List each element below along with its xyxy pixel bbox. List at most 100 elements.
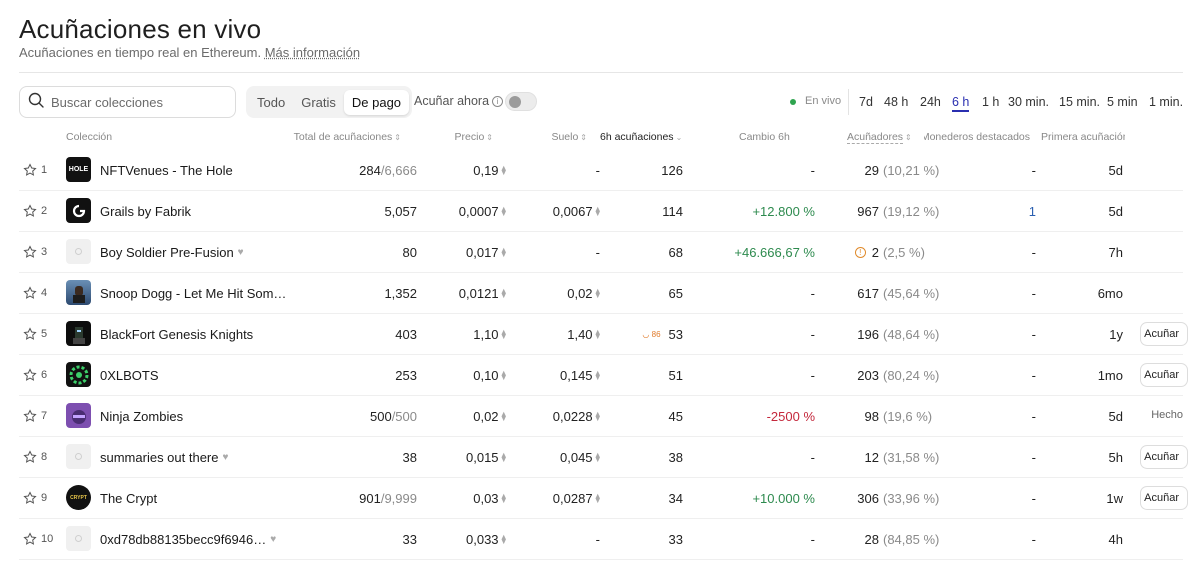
table-row[interactable]: 7 Ninja Zombies 500/500 0,02 ⧫ 0,0228 ⧫ 45…	[19, 396, 1183, 437]
more-info-link[interactable]: Más información	[264, 45, 361, 60]
minters-percent: (48,64 %)	[883, 326, 940, 342]
table-row[interactable]: 10 0xd78db88135becc9f6946… ♥ 33 0,033 ⧫ - …	[19, 519, 1183, 560]
change-6h: -	[810, 326, 815, 342]
collection-name[interactable]: Grails by Fabrik	[100, 191, 191, 231]
first-mint: 5d	[1108, 162, 1123, 178]
top-wallets[interactable]: 1	[1028, 203, 1036, 219]
mint-button[interactable]: Acuñar	[1140, 486, 1188, 510]
star-icon[interactable]	[23, 532, 37, 546]
mint-now-toggle[interactable]	[505, 92, 537, 111]
mint-now-filter[interactable]: Acuñar ahora i	[414, 94, 504, 108]
minters: 967	[857, 203, 879, 219]
warning-icon: !	[854, 246, 866, 258]
price: 0,10 ⧫	[473, 367, 506, 383]
first-mint: 5d	[1108, 203, 1123, 219]
search-box[interactable]	[19, 86, 236, 118]
table-row[interactable]: 5 BlackFort Genesis Knights 403 1,10 ⧫ 1,…	[19, 314, 1188, 355]
eth-icon: ⧫	[595, 410, 600, 421]
col-price[interactable]: Precio ⇕	[454, 131, 493, 143]
total-mints: 38	[402, 449, 417, 465]
mint-button[interactable]: Acuñar	[1140, 363, 1188, 387]
col-floor[interactable]: Suelo ⇕	[551, 131, 587, 143]
total-mints: 403	[395, 326, 417, 342]
collection-name-text: 0xd78db88135becc9f6946…	[100, 531, 267, 547]
time-filter-6h[interactable]: 6 h	[952, 95, 970, 112]
collection-name[interactable]: 0xd78db88135becc9f6946… ♥	[100, 519, 276, 559]
time-filter-24h[interactable]: 24h	[920, 95, 941, 109]
table-row[interactable]: 3 Boy Soldier Pre-Fusion ♥ 80 0,017 ⧫ - 68…	[19, 232, 1183, 273]
col-top-wallets[interactable]: Monederos destacados	[924, 131, 1030, 143]
table-row[interactable]: 8 summaries out there ♥ 38 0,015 ⧫ 0,045 ⧫ …	[19, 437, 1188, 478]
first-mint: 1y	[1109, 326, 1123, 342]
time-filter-5min[interactable]: 5 min	[1107, 95, 1138, 109]
info-icon[interactable]: i	[492, 95, 504, 107]
rank: 6	[41, 369, 48, 381]
col-first-mint[interactable]: Primera acuñación	[1041, 131, 1125, 143]
minters: 12	[864, 449, 879, 465]
rank: 2	[41, 205, 48, 217]
col-minters[interactable]: Acuñadores ⇕	[847, 131, 912, 144]
col-total-mints[interactable]: Total de acuñaciones ⇕	[293, 131, 401, 143]
star-icon[interactable]	[23, 327, 37, 341]
segment-de-pago[interactable]: De pago	[343, 89, 410, 115]
collection-name[interactable]: Snoop Dogg - Let Me Hit Som…	[100, 273, 286, 313]
time-filter-1h[interactable]: 1 h	[982, 95, 1000, 109]
collection-name[interactable]: BlackFort Genesis Knights	[100, 314, 253, 354]
toggle-knob	[509, 96, 521, 108]
col-6h-mints[interactable]: 6h acuñaciones ⌄	[600, 131, 683, 143]
segment-todo[interactable]: Todo	[257, 94, 286, 110]
live-label: En vivo	[805, 95, 842, 107]
star-icon[interactable]	[23, 286, 37, 300]
minters-percent: (33,96 %)	[883, 490, 940, 506]
mints-6h: 38	[668, 449, 683, 465]
thumb-text: HOLE	[68, 166, 89, 173]
mints-6h: 68	[668, 244, 683, 260]
price: 1,10 ⧫	[473, 326, 506, 342]
time-filter-1min[interactable]: 1 min.	[1149, 95, 1184, 109]
star-icon[interactable]	[23, 491, 37, 505]
table-row[interactable]: 2 Grails by Fabrik 5,057 0,0007 ⧫ 0,0067 ⧫…	[19, 191, 1183, 232]
mint-button[interactable]: Acuñar	[1140, 322, 1188, 346]
collection-name[interactable]: summaries out there ♥	[100, 437, 228, 477]
time-filter-15min[interactable]: 15 min.	[1059, 95, 1100, 109]
minters: 28	[864, 531, 879, 547]
col-change-6h[interactable]: Cambio 6h	[739, 131, 790, 143]
minters-percent: (10,21 %)	[883, 162, 940, 178]
minters: 203	[857, 367, 879, 383]
collection-name[interactable]: 0XLBOTS	[100, 355, 159, 395]
collection-thumbnail: CRYPT	[66, 485, 91, 510]
collection-thumbnail	[66, 280, 91, 305]
segment-gratis[interactable]: Gratis	[301, 94, 336, 110]
table-row[interactable]: 1 HOLE NFTVenues - The Hole 284/6,666 0,…	[19, 150, 1183, 191]
time-filter-30min[interactable]: 30 min.	[1008, 95, 1049, 109]
collection-name[interactable]: The Crypt	[100, 478, 157, 518]
star-icon[interactable]	[23, 204, 37, 218]
mint-button[interactable]: Acuñar	[1140, 445, 1188, 469]
collection-name[interactable]: NFTVenues - The Hole	[100, 150, 233, 190]
minters-percent: (2,5 %)	[883, 244, 925, 260]
star-icon[interactable]	[23, 368, 37, 382]
eth-icon: ⧫	[595, 205, 600, 216]
time-filter-7d[interactable]: 7d	[859, 95, 873, 109]
eth-icon: ⧫	[595, 451, 600, 462]
collection-name[interactable]: Boy Soldier Pre-Fusion ♥	[100, 232, 244, 272]
star-icon[interactable]	[23, 409, 37, 423]
minters-percent: (45,64 %)	[883, 285, 940, 301]
rank: 9	[41, 492, 48, 504]
minters-percent: (84,85 %)	[883, 531, 940, 547]
table-row[interactable]: 9 CRYPT The Crypt 901/9,999 0,03 ⧫ 0,0287…	[19, 478, 1188, 519]
table-row[interactable]: 4 Snoop Dogg - Let Me Hit Som… 1,352 0,0…	[19, 273, 1183, 314]
collection-name[interactable]: Ninja Zombies	[100, 396, 183, 436]
live-indicator-dot	[790, 99, 796, 105]
change-6h: -	[810, 285, 815, 301]
search-input[interactable]	[51, 94, 231, 110]
sort-icon: ⇕	[905, 133, 912, 142]
table-row[interactable]: 6 0XLBOTS 253 0,10 ⧫ 0,145 ⧫ 51 - 203 (80,…	[19, 355, 1188, 396]
top-wallets: -	[1031, 531, 1036, 547]
star-icon[interactable]	[23, 245, 37, 259]
collection-name-text: summaries out there	[100, 449, 219, 465]
verified-icon: ♥	[270, 533, 277, 545]
time-filter-48h[interactable]: 48 h	[884, 95, 909, 109]
star-icon[interactable]	[23, 450, 37, 464]
star-icon[interactable]	[23, 163, 37, 177]
